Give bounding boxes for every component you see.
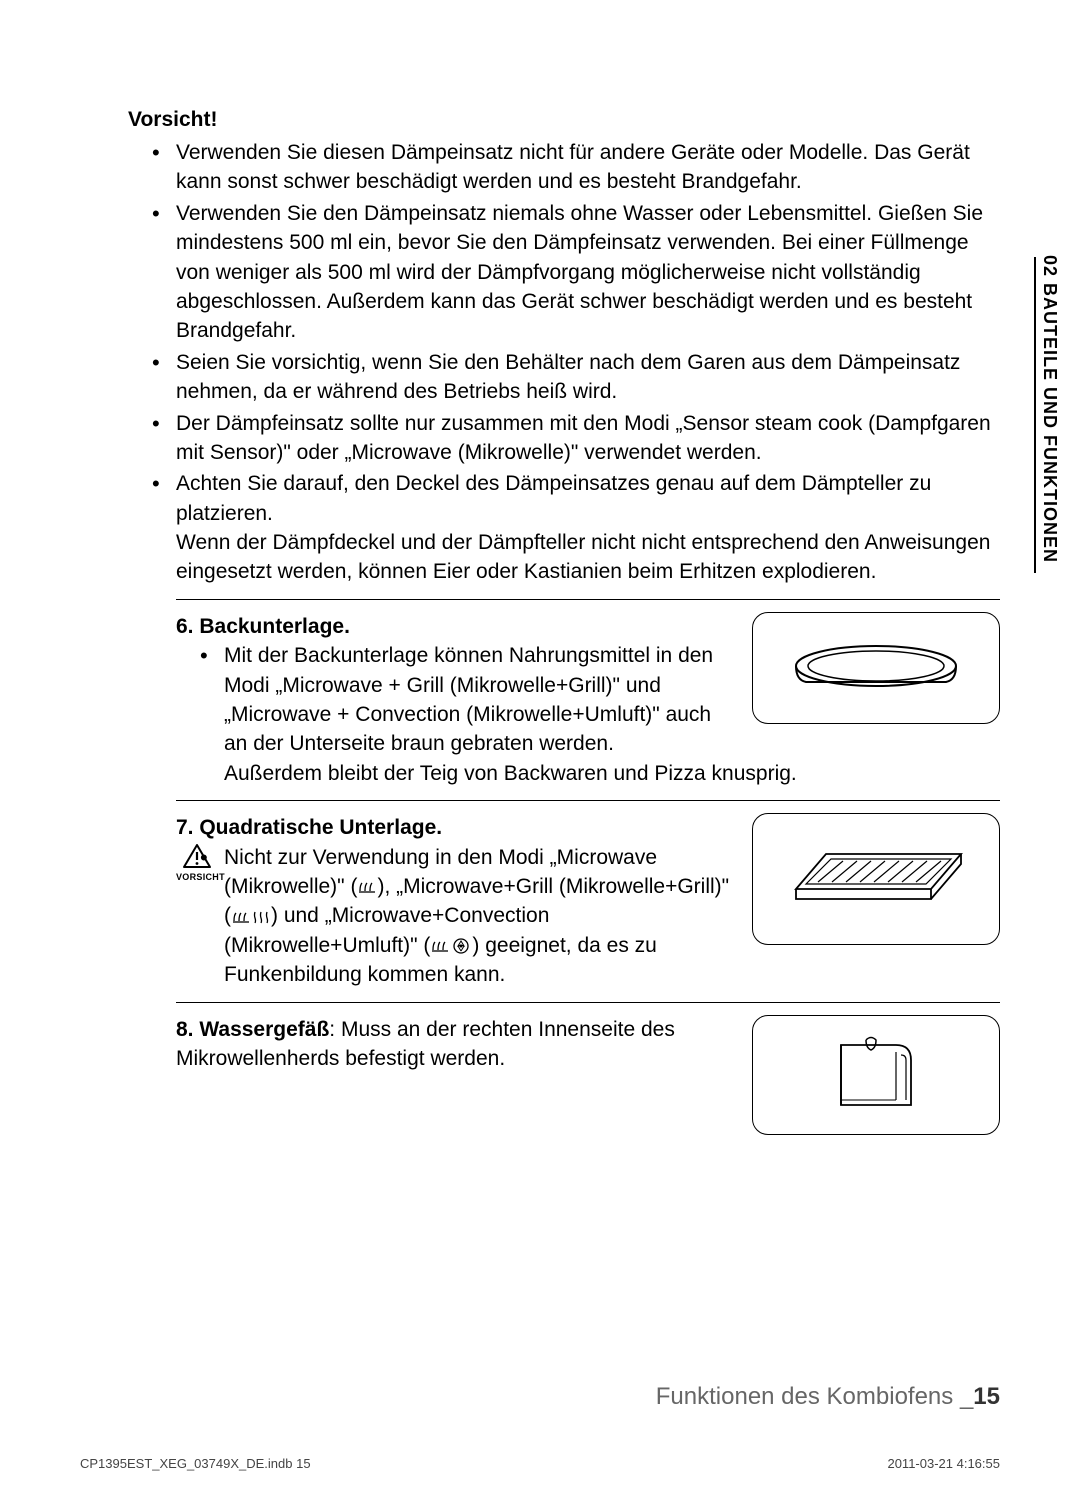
print-footer-right: 2011-03-21 4:16:55 xyxy=(887,1456,1000,1471)
grill-icon xyxy=(251,909,271,925)
caution-bullet-list: Verwenden Sie diesen Dämpeinsatz nicht f… xyxy=(128,138,1000,528)
microwave-icon xyxy=(231,909,251,925)
caution-icon: VORSICHT xyxy=(176,843,218,884)
print-footer: CP1395EST_XEG_03749X_DE.indb 15 2011-03-… xyxy=(80,1456,1000,1471)
caution-label: VORSICHT xyxy=(176,871,218,884)
print-footer-left: CP1395EST_XEG_03749X_DE.indb 15 xyxy=(80,1456,311,1471)
bullet-item: Der Dämpfeinsatz sollte nur zusammen mit… xyxy=(176,409,1000,468)
section-8-title: 8. Wassergefäß xyxy=(176,1018,329,1041)
bullet-item: Verwenden Sie den Dämpeinsatz niemals oh… xyxy=(176,199,1000,346)
section-divider xyxy=(176,800,1000,801)
section-8: 8. Wassergefäß: Muss an der rechten Inne… xyxy=(128,1015,1000,1135)
plate-illustration xyxy=(752,612,1000,759)
section-6-title: 6. Backunterlage. xyxy=(176,615,350,638)
microwave-icon xyxy=(357,879,377,895)
section-7-bullet: Nicht zur Verwendung in den Modi „Microw… xyxy=(224,843,732,990)
section-7: 7. Quadratische Unterlage. VORSICHT Nich… xyxy=(128,813,1000,989)
bullet-item: Seien Sie vorsichtig, wenn Sie den Behäl… xyxy=(176,348,1000,407)
section-divider xyxy=(176,599,1000,600)
bullet-continuation: Wenn der Dämpfdeckel und der Dämpfteller… xyxy=(128,528,1000,587)
footer-text: Funktionen des Kombiofens _ xyxy=(656,1383,974,1410)
footer-pagenum: 15 xyxy=(973,1383,1000,1410)
footer-title: Funktionen des Kombiofens _15 xyxy=(656,1383,1000,1411)
microwave-icon xyxy=(430,938,450,954)
side-tab: 02 BAUTEILE UND FUNKTIONEN xyxy=(1039,255,1060,575)
section-6: 6. Backunterlage. Mit der Backunterlage … xyxy=(128,612,1000,788)
convection-icon xyxy=(450,937,472,955)
side-tab-line xyxy=(1034,257,1036,573)
section-7-title: 7. Quadratische Unterlage. xyxy=(176,816,442,839)
bullet-item: Achten Sie darauf, den Deckel des Dämpei… xyxy=(176,469,1000,528)
section-6-bullet: Mit der Backunterlage können Nahrungsmit… xyxy=(224,641,732,759)
section-6-below: Außerdem bleibt der Teig von Backwaren u… xyxy=(176,759,1000,788)
caution-heading: Vorsicht! xyxy=(128,108,1000,132)
bullet-item: Verwenden Sie diesen Dämpeinsatz nicht f… xyxy=(176,138,1000,197)
vessel-illustration xyxy=(752,1015,1000,1135)
rack-illustration xyxy=(752,813,1000,989)
section-divider xyxy=(176,1002,1000,1003)
